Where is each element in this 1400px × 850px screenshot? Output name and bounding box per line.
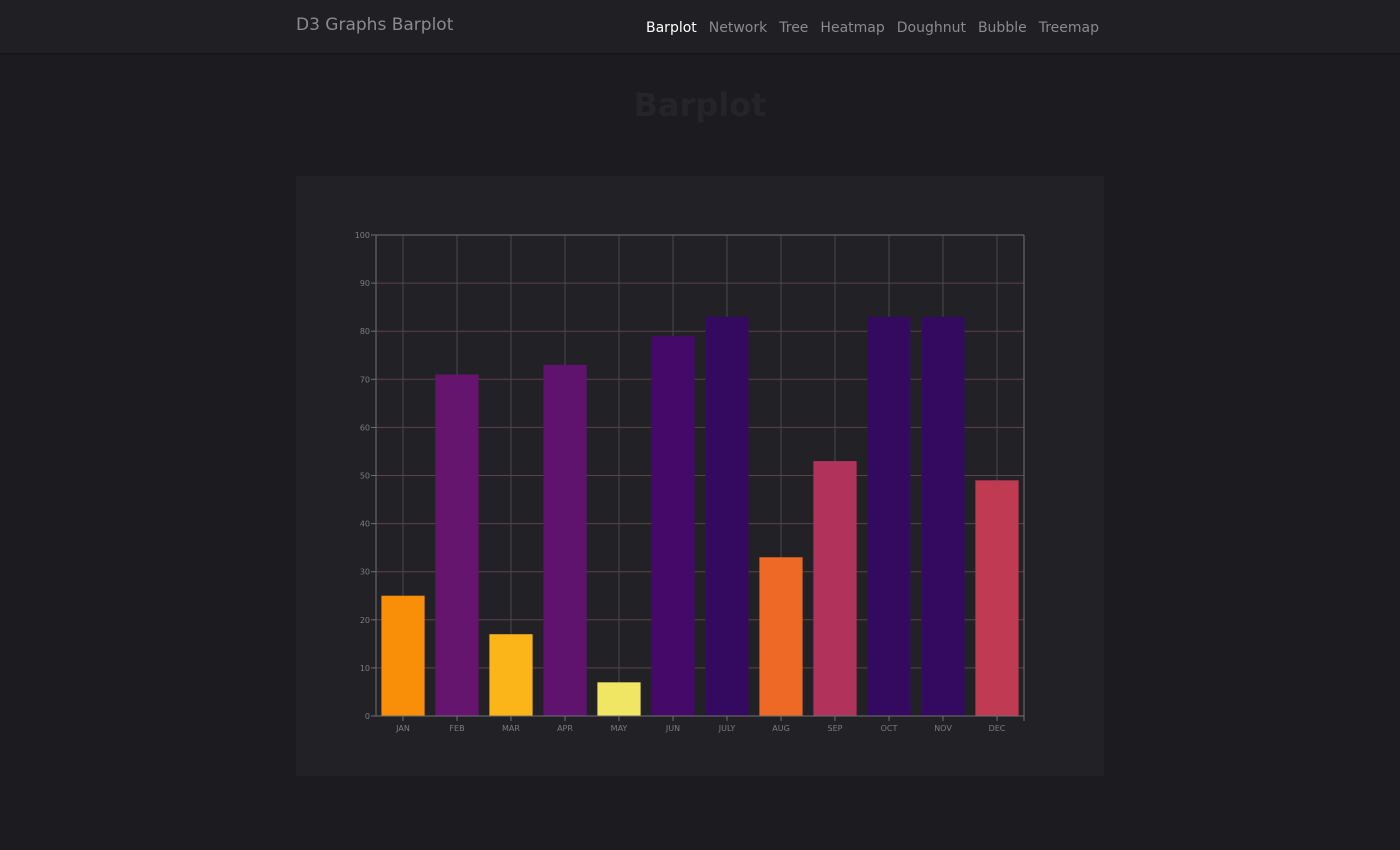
barplot-chart: 0 10 20 30 40 50 60 70 80 90 100 JAN FEB MAR APR MAY JUN… bbox=[355, 231, 1025, 733]
bar-sep bbox=[813, 461, 857, 716]
brand-link[interactable]: D3 Graphs Barplot bbox=[296, 15, 454, 35]
bar-jun bbox=[651, 336, 695, 716]
y-tick-label: 90 bbox=[360, 279, 370, 288]
bar-may bbox=[597, 682, 641, 716]
bar-feb bbox=[435, 374, 479, 716]
x-tick-label: NOV bbox=[934, 724, 952, 733]
nav-link-treemap[interactable]: Treemap bbox=[1038, 20, 1099, 36]
nav-item-doughnut: Doughnut bbox=[897, 17, 966, 36]
nav-link-barplot[interactable]: Barplot bbox=[646, 20, 697, 36]
y-tick-label: 70 bbox=[360, 375, 370, 384]
bar-apr bbox=[543, 364, 587, 716]
bar-dec bbox=[975, 480, 1019, 716]
y-tick-label: 100 bbox=[355, 231, 370, 240]
nav-link-network[interactable]: Network bbox=[708, 20, 768, 36]
x-tick-label: JAN bbox=[395, 724, 410, 733]
y-tick-label: 80 bbox=[360, 327, 370, 336]
nav-item-network: Network bbox=[709, 17, 767, 36]
bar-july bbox=[705, 316, 749, 716]
y-tick-label: 0 bbox=[365, 712, 370, 721]
nav-item-heatmap: Heatmap bbox=[820, 17, 884, 36]
x-tick-label: DEC bbox=[989, 724, 1006, 733]
nav-link-doughnut[interactable]: Doughnut bbox=[896, 20, 966, 36]
axis-frame bbox=[371, 234, 1025, 721]
nav-menu: Barplot Network Tree Heatmap Doughnut Bubble T… bbox=[646, 17, 1099, 36]
y-tick-label: 30 bbox=[360, 568, 370, 577]
x-tick-label: FEB bbox=[449, 724, 464, 733]
x-tick-label: JUN bbox=[665, 724, 680, 733]
y-tick-label: 60 bbox=[360, 423, 370, 432]
navbar: D3 Graphs Barplot Barplot Network Tree Heat… bbox=[0, 0, 1400, 53]
bar-mar bbox=[489, 634, 533, 716]
nav-link-heatmap[interactable]: Heatmap bbox=[820, 20, 885, 36]
nav-item-bubble: Bubble bbox=[978, 17, 1027, 36]
x-tick-label: SEP bbox=[828, 724, 843, 733]
bar-nov bbox=[921, 316, 965, 716]
bar-jan bbox=[381, 595, 425, 716]
nav-link-tree[interactable]: Tree bbox=[779, 20, 809, 36]
nav-item-barplot: Barplot bbox=[646, 17, 697, 36]
y-tick-label: 50 bbox=[360, 472, 370, 481]
nav-link-bubble[interactable]: Bubble bbox=[977, 20, 1027, 36]
x-tick-label: APR bbox=[557, 724, 573, 733]
x-tick-label: JULY bbox=[718, 724, 736, 733]
chart-card: 0 10 20 30 40 50 60 70 80 90 100 JAN FEB MAR APR MAY JUN… bbox=[296, 176, 1104, 776]
bar-aug bbox=[759, 557, 803, 716]
page-title: Barplot bbox=[633, 86, 767, 124]
bar-oct bbox=[867, 316, 911, 716]
x-tick-label: AUG bbox=[772, 724, 790, 733]
y-tick-label: 40 bbox=[360, 520, 370, 529]
y-tick-label: 20 bbox=[360, 616, 370, 625]
x-tick-label: MAY bbox=[611, 724, 628, 733]
y-tick-label: 10 bbox=[360, 664, 370, 673]
x-tick-label: OCT bbox=[881, 724, 898, 733]
x-tick-label: MAR bbox=[502, 724, 520, 733]
nav-item-treemap: Treemap bbox=[1039, 17, 1099, 36]
nav-item-tree: Tree bbox=[779, 17, 808, 36]
